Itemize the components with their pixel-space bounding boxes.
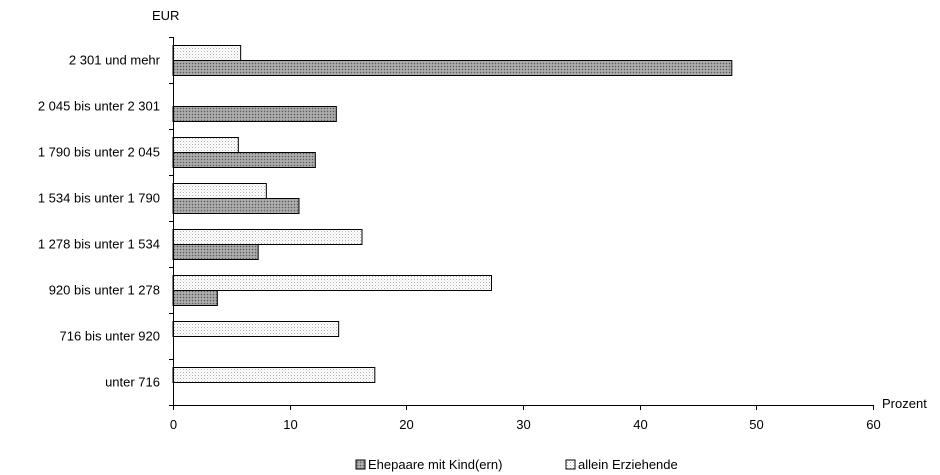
bar-allein-erziehende (172, 275, 492, 291)
category-label: 716 bis unter 920 (60, 329, 160, 344)
x-tick-label: 0 (170, 417, 177, 432)
x-ticks: 0 10 20 30 40 50 60 (170, 405, 881, 432)
category-label: 2 045 bis unter 2 301 (38, 99, 160, 114)
x-axis-label: Prozent (882, 396, 927, 411)
x-tick-label: 30 (516, 417, 530, 432)
bar-ehepaare (172, 60, 733, 76)
legend-swatch-ehepaare (355, 459, 366, 470)
bar-ehepaare (172, 290, 218, 306)
x-tick-label: 10 (283, 417, 297, 432)
bar-ehepaare (172, 198, 300, 214)
category-labels: 2 301 und mehr 2 045 bis unter 2 301 1 790… (38, 53, 161, 390)
x-tick-label: 20 (399, 417, 413, 432)
bars-group (172, 45, 733, 383)
x-tick-label: 40 (633, 417, 647, 432)
category-label: 2 301 und mehr (69, 53, 161, 68)
legend-label-ehepaare: Ehepaare mit Kind(ern) (368, 457, 502, 472)
bar-ehepaare (172, 244, 259, 260)
category-label: 1 278 bis unter 1 534 (38, 237, 160, 252)
y-ticks (169, 37, 173, 406)
category-label: 920 bis unter 1 278 (49, 283, 160, 298)
legend: Ehepaare mit Kind(ern) allein Erziehende (355, 457, 678, 472)
bar-allein-erziehende (172, 367, 376, 383)
bar-ehepaare (172, 152, 316, 168)
bar-allein-erziehende (172, 137, 239, 153)
bar-allein-erziehende (172, 229, 363, 245)
category-label: unter 716 (105, 375, 160, 390)
category-label: 1 790 bis unter 2 045 (38, 145, 160, 160)
legend-label-allein: allein Erziehende (578, 457, 678, 472)
bar-allein-erziehende (172, 183, 267, 199)
bar-ehepaare (172, 106, 337, 122)
bar-allein-erziehende (172, 321, 340, 337)
x-tick-label: 50 (749, 417, 763, 432)
bar-allein-erziehende (172, 45, 242, 61)
y-unit-label: EUR (152, 8, 179, 23)
legend-swatch-allein (565, 459, 576, 470)
category-label: 1 534 bis unter 1 790 (38, 191, 160, 206)
x-tick-label: 60 (866, 417, 880, 432)
